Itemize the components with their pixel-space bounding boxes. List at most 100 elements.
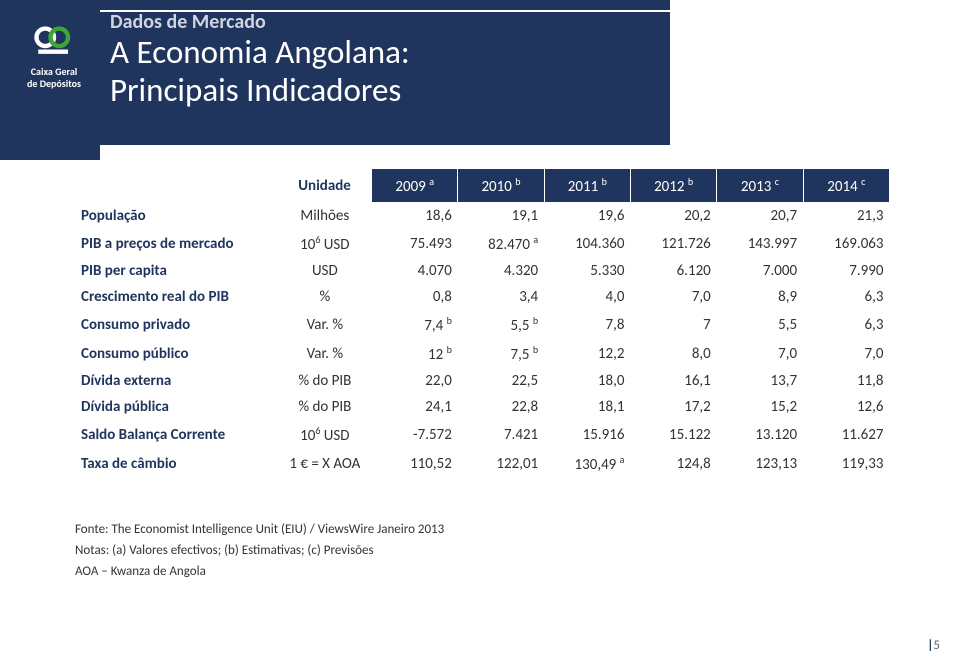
cell-value: 0,8 [372, 284, 458, 310]
row-unit: 106 USD [278, 229, 371, 258]
indicators-table-container: Unidade 2009 a 2010 b 2011 b 2012 b 2013… [75, 168, 890, 478]
row-unit: USD [278, 258, 371, 284]
cell-value: 24,1 [372, 394, 458, 420]
footnotes: Fonte: The Economist Intelligence Unit (… [75, 520, 444, 582]
cell-value: 6,3 [803, 310, 889, 339]
cell-value: 17,2 [630, 394, 716, 420]
unit-header: Unidade [278, 169, 371, 203]
table-row: Consumo públicoVar. %12 b7,5 b12,28,07,0… [75, 339, 890, 368]
section-label: Dados de Mercado [110, 10, 410, 34]
cell-value: 12 b [372, 339, 458, 368]
table-row: Dívida pública% do PIB24,122,818,117,215… [75, 394, 890, 420]
cell-value: 121.726 [630, 229, 716, 258]
year-2009: 2009 a [372, 169, 458, 203]
table-body: PopulaçãoMilhões18,619,119,620,220,721,3… [75, 203, 890, 479]
table-header-row: Unidade 2009 a 2010 b 2011 b 2012 b 2013… [75, 169, 890, 203]
row-unit: 106 USD [278, 420, 371, 449]
row-label: Consumo privado [75, 310, 278, 339]
cell-value: 122,01 [458, 449, 544, 478]
row-label: Dívida pública [75, 394, 278, 420]
brand-logo: Caixa Geral de Depósitos [20, 18, 88, 143]
cell-value: 104.360 [544, 229, 630, 258]
cell-value: -7.572 [372, 420, 458, 449]
note-aoa: AOA – Kwanza de Angola [75, 562, 444, 583]
header-blank [75, 169, 278, 203]
cell-value: 5,5 [717, 310, 803, 339]
page-number: |5 [927, 638, 940, 653]
table-row: Saldo Balança Corrente106 USD-7.5727.421… [75, 420, 890, 449]
note-legend: Notas: (a) Valores efectivos; (b) Estima… [75, 541, 444, 562]
cell-value: 4.070 [372, 258, 458, 284]
year-2010: 2010 b [458, 169, 544, 203]
row-unit: Milhões [278, 203, 371, 230]
note-source: Fonte: The Economist Intelligence Unit (… [75, 520, 444, 541]
cell-value: 124,8 [630, 449, 716, 478]
cell-value: 5,5 b [458, 310, 544, 339]
cell-value: 18,6 [372, 203, 458, 230]
row-label: Taxa de câmbio [75, 449, 278, 478]
cell-value: 12,2 [544, 339, 630, 368]
cell-value: 75.493 [372, 229, 458, 258]
cell-value: 7,8 [544, 310, 630, 339]
cell-value: 7,0 [717, 339, 803, 368]
row-label: Crescimento real do PIB [75, 284, 278, 310]
row-unit: % [278, 284, 371, 310]
row-unit: Var. % [278, 339, 371, 368]
cell-value: 11,8 [803, 368, 889, 394]
cell-value: 4,0 [544, 284, 630, 310]
cell-value: 7.000 [717, 258, 803, 284]
cell-value: 22,8 [458, 394, 544, 420]
row-label: Saldo Balança Corrente [75, 420, 278, 449]
cell-value: 13.120 [717, 420, 803, 449]
header-divider [100, 10, 670, 12]
table-row: PIB per capitaUSD4.0704.3205.3306.1207.0… [75, 258, 890, 284]
cell-value: 8,9 [717, 284, 803, 310]
brand-name-line1: Caixa Geral [31, 66, 77, 78]
table-row: PIB a preços de mercado106 USD75.49382.4… [75, 229, 890, 258]
cell-value: 7,4 b [372, 310, 458, 339]
indicators-table: Unidade 2009 a 2010 b 2011 b 2012 b 2013… [75, 168, 890, 478]
cell-value: 20,7 [717, 203, 803, 230]
cell-value: 7,0 [630, 284, 716, 310]
row-unit: 1 € = X AOA [278, 449, 371, 478]
brand-name-line2: de Depósitos [27, 78, 81, 90]
cell-value: 82.470 a [458, 229, 544, 258]
cell-value: 4.320 [458, 258, 544, 284]
table-row: Dívida externa% do PIB22,022,518,016,113… [75, 368, 890, 394]
cell-value: 123,13 [717, 449, 803, 478]
cell-value: 15.122 [630, 420, 716, 449]
cell-value: 19,6 [544, 203, 630, 230]
cell-value: 21,3 [803, 203, 889, 230]
cell-value: 15,2 [717, 394, 803, 420]
row-label: População [75, 203, 278, 230]
table-row: Crescimento real do PIB%0,83,44,07,08,96… [75, 284, 890, 310]
cell-value: 169.063 [803, 229, 889, 258]
table-row: PopulaçãoMilhões18,619,119,620,220,721,3 [75, 203, 890, 230]
cell-value: 19,1 [458, 203, 544, 230]
cell-value: 7,0 [803, 339, 889, 368]
cell-value: 18,1 [544, 394, 630, 420]
year-2011: 2011 b [544, 169, 630, 203]
row-label: PIB per capita [75, 258, 278, 284]
cell-value: 22,5 [458, 368, 544, 394]
cell-value: 3,4 [458, 284, 544, 310]
year-2014: 2014 c [803, 169, 889, 203]
year-2012: 2012 b [630, 169, 716, 203]
title-line-1: A Economia Angolana: [110, 34, 410, 72]
cell-value: 6,3 [803, 284, 889, 310]
brand-icon [33, 18, 75, 60]
cell-value: 6.120 [630, 258, 716, 284]
title-block: Dados de Mercado A Economia Angolana: Pr… [110, 10, 410, 110]
cell-value: 20,2 [630, 203, 716, 230]
year-2013: 2013 c [717, 169, 803, 203]
row-label: Dívida externa [75, 368, 278, 394]
cell-value: 143.997 [717, 229, 803, 258]
cell-value: 119,33 [803, 449, 889, 478]
row-unit: % do PIB [278, 368, 371, 394]
cell-value: 15.916 [544, 420, 630, 449]
title-line-2: Principais Indicadores [110, 72, 410, 110]
cell-value: 130,49 a [544, 449, 630, 478]
cell-value: 110,52 [372, 449, 458, 478]
cell-value: 7.421 [458, 420, 544, 449]
cell-value: 18,0 [544, 368, 630, 394]
